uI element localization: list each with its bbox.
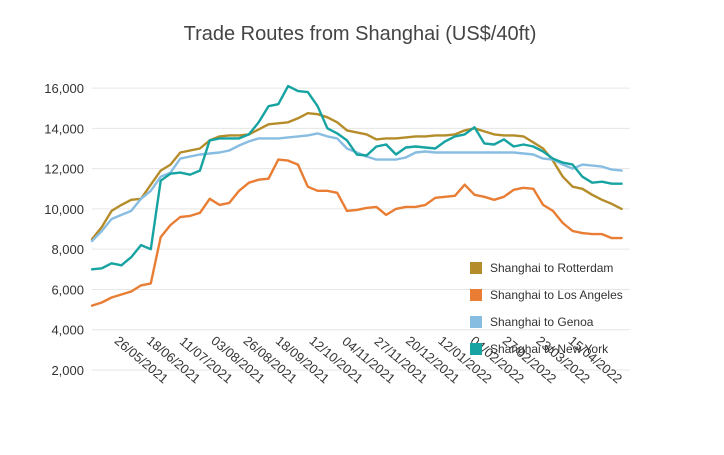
series-line — [90, 158, 623, 307]
legend-label: Shanghai to Los Angeles — [490, 288, 623, 302]
series-line — [90, 111, 623, 241]
y-tick-label: 10,000 — [44, 202, 84, 217]
legend-swatch — [470, 262, 482, 274]
y-tick-label: 2,000 — [51, 363, 84, 378]
chart-title: Trade Routes from Shanghai (US$/40ft) — [184, 23, 537, 45]
series-line — [90, 84, 623, 271]
legend-swatch — [470, 316, 482, 328]
legend-label: Shanghai to New York — [490, 342, 609, 356]
legend-label: Shanghai to Rotterdam — [490, 261, 613, 275]
y-tick-label: 12,000 — [44, 162, 84, 177]
y-tick-label: 14,000 — [44, 121, 84, 136]
legend: Shanghai to Rotterdam Shanghai to Los Ang… — [470, 261, 623, 356]
y-tick-label: 16,000 — [44, 81, 84, 96]
x-axis-ticks: 26/05/202118/06/202111/07/202103/08/2021… — [112, 333, 625, 386]
series-lines — [90, 84, 623, 307]
y-tick-label: 4,000 — [51, 323, 84, 338]
legend-swatch — [470, 289, 482, 301]
y-axis-ticks: 2,000 4,000 6,000 8,000 10,000 12,000 14,000 16… — [44, 81, 84, 378]
y-tick-label: 8,000 — [51, 242, 84, 257]
legend-swatch — [470, 343, 482, 355]
y-tick-label: 6,000 — [51, 282, 84, 297]
legend-label: Shanghai to Genoa — [490, 315, 594, 329]
